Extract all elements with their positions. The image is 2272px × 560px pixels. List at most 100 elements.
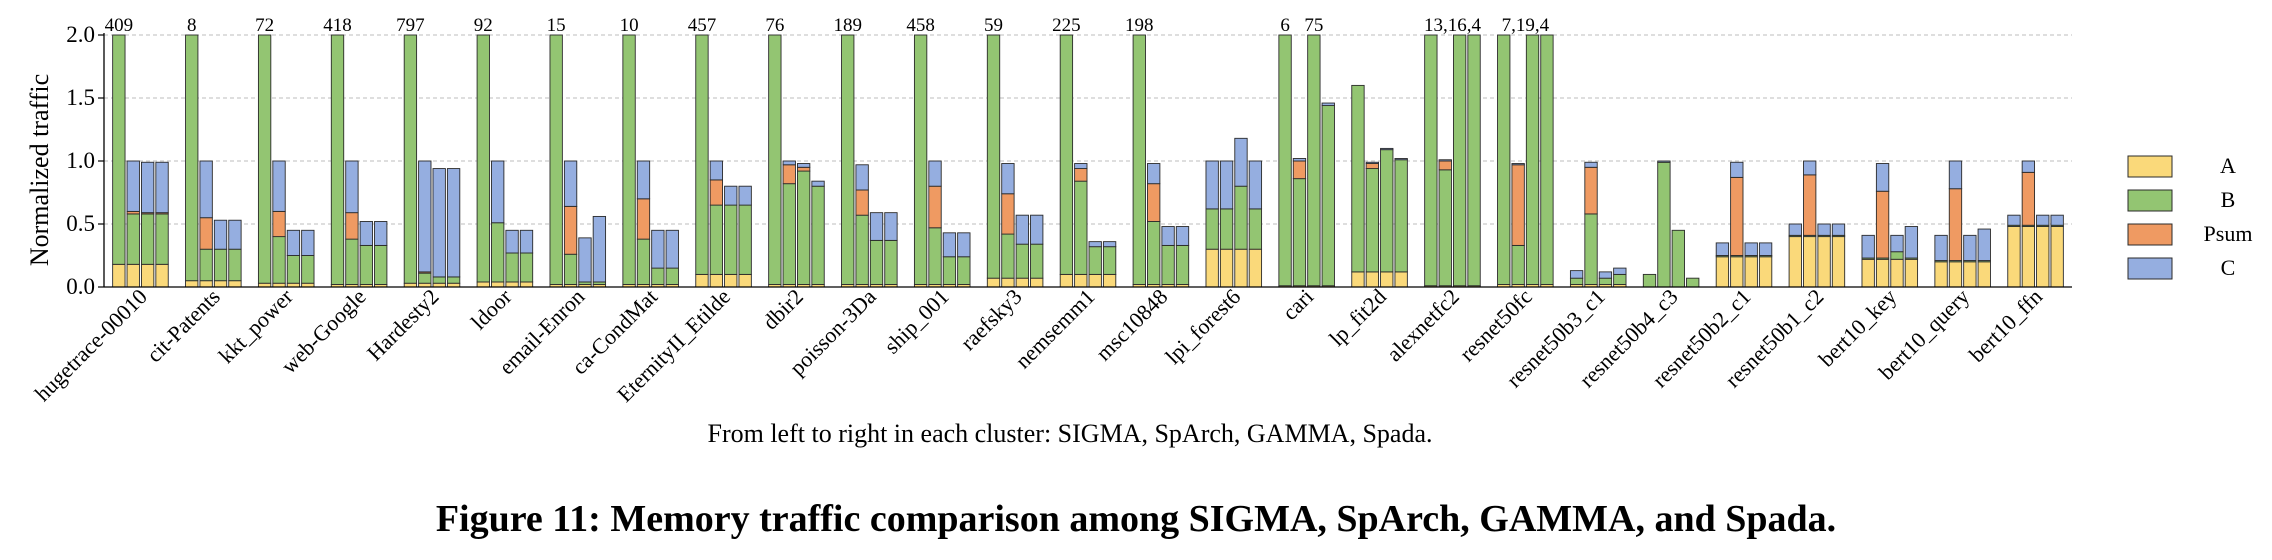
bar-segment-c: [1803, 160, 1817, 176]
category-label: ship_001: [879, 284, 954, 359]
bar-segment-c: [957, 232, 971, 258]
overflow-value-label: 76: [765, 15, 784, 36]
bar-segment-psum: [1803, 174, 1817, 236]
y-tick-label: 0.0: [66, 274, 95, 299]
bar-segment-c: [432, 168, 446, 278]
bar-segment-c: [1161, 226, 1175, 246]
bar-segment-a: [1831, 236, 1846, 288]
overflow-value-label: 7,19,4: [1502, 15, 1550, 36]
bar-segment-b: [1088, 246, 1102, 275]
y-tick-label: 2.0: [66, 22, 95, 47]
bar-segment-c: [1088, 241, 1102, 248]
bar-segment-b: [403, 34, 418, 284]
bar-segment-psum: [1730, 176, 1744, 256]
bar-segment-c: [1861, 234, 1875, 259]
bar-segment-b: [199, 248, 213, 282]
overflow-value-label: 797: [396, 15, 425, 36]
bar-segment-b: [884, 239, 898, 285]
overflow-value-label: 10: [620, 15, 639, 36]
bar-segment-c: [1657, 160, 1671, 163]
bar-segment-c: [942, 232, 957, 258]
category-label: hugetrace-00010: [30, 284, 152, 406]
bar-segment-b: [724, 204, 738, 275]
bar-segment-c: [1904, 226, 1919, 259]
bar-segment-c: [724, 185, 738, 206]
bar-segment-c: [796, 163, 811, 168]
bar-segment-b: [636, 238, 651, 285]
bar-segment-a: [1234, 248, 1248, 288]
category-label: cari: [1277, 284, 1318, 325]
bar-segment-c: [1219, 160, 1234, 210]
bar-segment-c: [2007, 214, 2021, 226]
bar-segment-b: [1030, 243, 1044, 279]
bar-segment-b: [1452, 34, 1467, 287]
bar-segment-a: [1380, 271, 1394, 288]
bar-segment-psum: [1948, 188, 1963, 261]
bar-segment-b: [1890, 251, 1904, 260]
bar-segment-b: [1278, 34, 1292, 287]
bar-segment-b: [1015, 243, 1029, 279]
bar-segment-c: [811, 180, 825, 187]
overflow-value-label: 72: [255, 15, 274, 36]
bar-segment-a: [1875, 258, 1890, 288]
category-label: bert10_ffn: [1964, 284, 2047, 367]
bar-segment-b: [913, 34, 928, 285]
bar-segment-c: [1788, 223, 1802, 236]
bar-segment-c: [1758, 242, 1773, 256]
bar-segment-c: [199, 160, 213, 219]
bar-segment-b: [841, 34, 855, 285]
bar-segment-a: [155, 263, 169, 288]
bar-segment-c: [1831, 223, 1846, 236]
bar-segment-c: [2036, 214, 2050, 226]
figure-caption: Figure 11: Memory traffic comparison amo…: [435, 498, 1837, 540]
legend-label: A: [2220, 153, 2236, 178]
bar-segment-c: [1715, 242, 1730, 256]
bar-segment-c: [1015, 214, 1029, 245]
bar-segment-c: [1511, 163, 1525, 166]
bar-segment-b: [1394, 159, 1408, 273]
bar-segment-b: [505, 252, 519, 283]
bar-segment-c: [1584, 161, 1598, 168]
bar-segment-psum: [1875, 190, 1890, 259]
bar-segment-c: [1292, 158, 1307, 162]
bar-segment-b: [1438, 169, 1452, 287]
bar-segment-a: [2007, 226, 2021, 288]
bar-segment-a: [1715, 256, 1730, 288]
overflow-value-label: 8: [187, 15, 197, 36]
bar-segment-a: [1205, 248, 1219, 288]
bar-segment-c: [1438, 159, 1452, 162]
bar-segment-b: [811, 185, 825, 285]
bar-segment-c: [592, 215, 607, 283]
bar-segment-a: [140, 263, 155, 288]
category-label: ldoor: [466, 283, 517, 334]
bar-segment-b: [563, 253, 578, 285]
axes: [98, 33, 2072, 288]
overflow-value-label: 198: [1125, 15, 1154, 36]
bar-segment-c: [359, 221, 373, 246]
bar-segment-c: [1248, 160, 1263, 210]
bar-segment-b: [476, 34, 490, 283]
bar-segment-b: [126, 213, 140, 265]
bar-segment-c: [2050, 214, 2064, 226]
bar-segment-b: [359, 244, 373, 285]
bar-segment-b: [768, 34, 782, 285]
bar-segment-c: [1365, 161, 1380, 164]
bar-segment-c: [1569, 270, 1584, 279]
bar-segment-psum: [199, 217, 213, 250]
bar-segment-b: [1380, 149, 1394, 273]
bar-segment-c: [1963, 234, 1977, 261]
bar-segment-c: [505, 229, 519, 254]
bar-segment-a: [1861, 258, 1875, 288]
bar-segment-psum: [709, 179, 724, 206]
bar-segment-b: [1525, 34, 1540, 285]
bar-segment-b: [695, 34, 709, 275]
bar-segment-a: [724, 273, 738, 288]
bar-segment-c: [709, 160, 724, 181]
overflow-value-label: 225: [1052, 15, 1081, 36]
bar-segment-b: [1351, 84, 1365, 273]
bar-segment-c: [928, 160, 942, 187]
bar-segment-a: [1788, 236, 1802, 288]
bar-segment-c: [1394, 158, 1408, 161]
bar-segment-c: [1744, 242, 1758, 256]
